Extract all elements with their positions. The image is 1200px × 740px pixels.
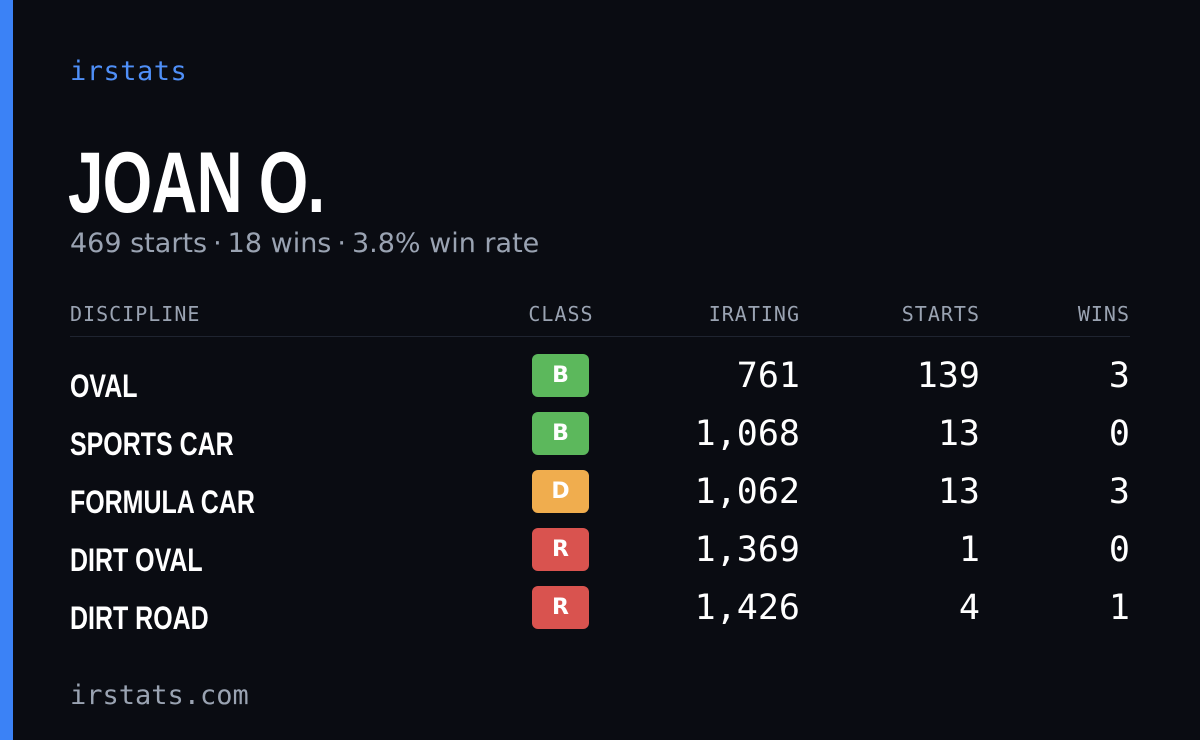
row-irating: 1,369 <box>694 530 800 570</box>
header-class: CLASS <box>528 302 594 326</box>
row-starts: 139 <box>916 356 980 396</box>
row-irating: 761 <box>736 356 800 396</box>
class-badge: R <box>532 528 589 571</box>
row-discipline: OVAL <box>70 368 138 404</box>
discipline-stats-table: DISCIPLINE CLASS IRATING STARTS WINS OVA… <box>70 296 1130 636</box>
row-wins: 0 <box>1108 530 1130 570</box>
summary-wins: 18 wins <box>227 228 332 259</box>
accent-bar <box>0 0 13 740</box>
player-summary: 469 starts · 18 wins · 3.8% win rate <box>70 228 539 259</box>
row-starts: 4 <box>958 588 980 628</box>
table-body: OVAL B 761 139 3 SPORTS CAR B 1,068 13 0 FORMULA C… <box>70 354 1130 644</box>
header-irating: IRATING <box>708 302 800 326</box>
table-row: FORMULA CAR D 1,062 13 3 <box>70 470 1130 528</box>
row-discipline: DIRT OVAL <box>70 542 203 578</box>
row-wins: 0 <box>1108 414 1130 454</box>
class-badge: D <box>532 470 589 513</box>
table-row: OVAL B 761 139 3 <box>70 354 1130 412</box>
brand-logo-text: irstats <box>70 56 188 87</box>
row-wins: 1 <box>1108 588 1130 628</box>
row-discipline: FORMULA CAR <box>70 484 255 520</box>
table-row: DIRT ROAD R 1,426 4 1 <box>70 586 1130 644</box>
row-starts: 1 <box>958 530 980 570</box>
player-name: JOAN O. <box>68 135 325 231</box>
summary-separator: · <box>213 228 222 259</box>
row-starts: 13 <box>937 472 980 512</box>
row-irating: 1,068 <box>694 414 800 454</box>
summary-win-rate: 3.8% win rate <box>351 228 540 259</box>
row-starts: 13 <box>937 414 980 454</box>
header-discipline: DISCIPLINE <box>70 302 201 326</box>
row-irating: 1,062 <box>694 472 800 512</box>
table-row: DIRT OVAL R 1,369 1 0 <box>70 528 1130 586</box>
row-discipline: DIRT ROAD <box>70 600 209 636</box>
table-header: DISCIPLINE CLASS IRATING STARTS WINS <box>70 296 1130 337</box>
table-row: SPORTS CAR B 1,068 13 0 <box>70 412 1130 470</box>
row-wins: 3 <box>1108 472 1130 512</box>
header-starts: STARTS <box>901 302 980 326</box>
class-badge: R <box>532 586 589 629</box>
row-discipline: SPORTS CAR <box>70 426 234 462</box>
class-badge: B <box>532 354 589 397</box>
footer-url: irstats.com <box>70 680 249 711</box>
row-wins: 3 <box>1108 356 1130 396</box>
summary-separator: · <box>337 228 346 259</box>
row-irating: 1,426 <box>694 588 800 628</box>
class-badge: B <box>532 412 589 455</box>
summary-starts: 469 starts <box>70 228 208 259</box>
header-wins: WINS <box>1077 302 1130 326</box>
